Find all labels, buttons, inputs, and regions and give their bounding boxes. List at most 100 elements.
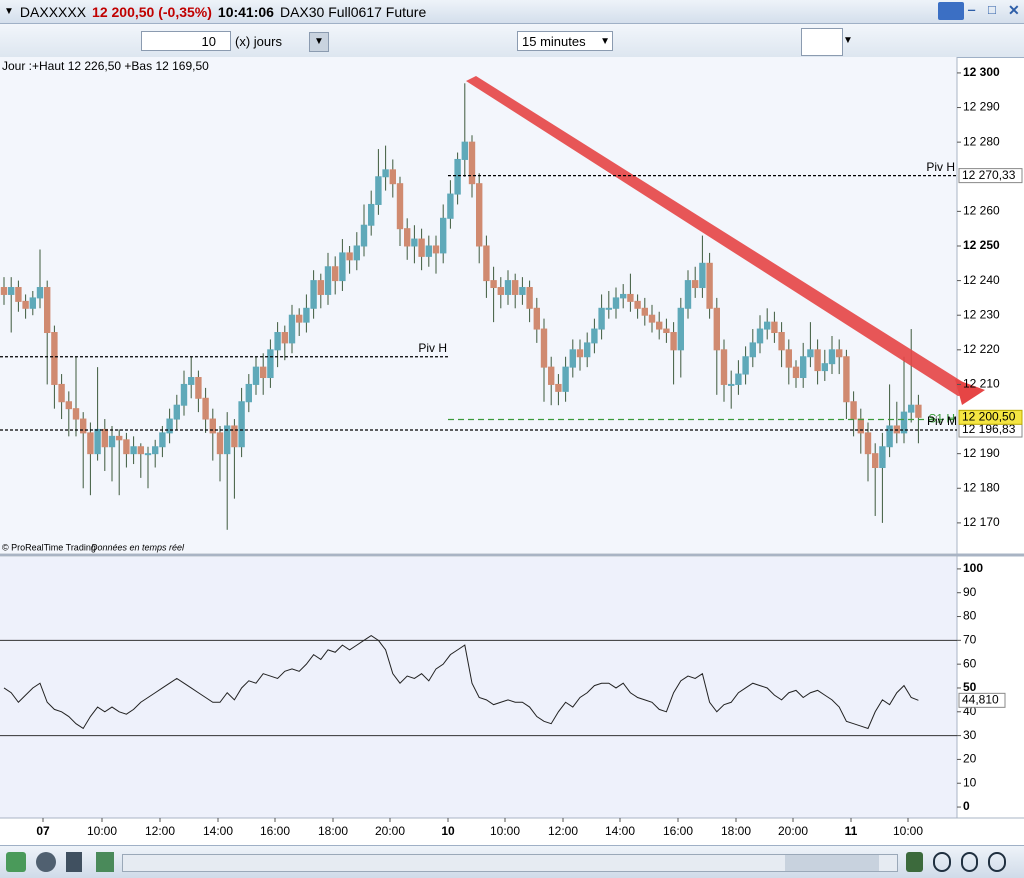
candle-body xyxy=(267,349,274,379)
tool-icon[interactable] xyxy=(66,852,82,872)
candle-body xyxy=(440,217,447,254)
indicator-button[interactable] xyxy=(801,28,843,56)
candle-body xyxy=(562,366,569,392)
x-tick-label: 10:00 xyxy=(87,824,117,838)
candle-body xyxy=(224,425,231,455)
candle-body xyxy=(634,300,641,309)
candle-body xyxy=(123,439,130,455)
candle-body xyxy=(735,373,742,385)
zoom-auto[interactable] xyxy=(933,852,951,872)
candle-body xyxy=(116,435,123,441)
indicator-dropdown[interactable]: ▼ xyxy=(843,35,853,46)
candle-body xyxy=(180,383,188,406)
candle-body xyxy=(591,328,598,344)
candle-body xyxy=(656,321,663,330)
candle-body xyxy=(540,328,548,368)
y-tick-label: 12 210 xyxy=(963,377,1000,391)
zoom-out[interactable] xyxy=(960,852,979,872)
time: 10:41:06 xyxy=(217,3,274,20)
candle-body xyxy=(742,356,749,375)
candle-body xyxy=(699,262,706,289)
x-tick-label: 18:00 xyxy=(721,824,751,838)
candle-body xyxy=(353,245,361,261)
candle-body xyxy=(555,383,562,392)
bottom-bar xyxy=(0,845,1024,878)
price-box-label: 12 196,83 xyxy=(962,422,1016,436)
candle-body xyxy=(533,307,540,330)
close-button[interactable]: ✕ xyxy=(1008,2,1020,18)
copyright: © ProRealTime Trading xyxy=(2,542,96,552)
interval-value: 15 minutes xyxy=(522,33,586,49)
rsi-panel xyxy=(0,557,957,818)
candle-body xyxy=(404,228,411,247)
candle-body xyxy=(569,349,576,368)
days-dropdown[interactable]: ▼ xyxy=(309,32,329,52)
candle-body xyxy=(339,252,346,282)
days-value: 10 xyxy=(201,33,216,49)
tool-icon[interactable] xyxy=(96,852,114,872)
x-tick-label: 10 xyxy=(441,824,455,838)
interval-select[interactable]: 15 minutes ▼ xyxy=(517,31,613,51)
menu-arrow[interactable]: ▼ xyxy=(4,6,14,17)
candle-body xyxy=(382,169,389,178)
candle-body xyxy=(504,280,512,295)
candle-body xyxy=(303,307,310,323)
zoom-in[interactable] xyxy=(988,852,1006,872)
candle-body xyxy=(22,300,29,309)
minimize-button[interactable]: ‒ xyxy=(968,2,976,17)
tool-icon[interactable] xyxy=(6,852,26,872)
candle-body xyxy=(245,383,253,403)
last-price-box xyxy=(958,409,1023,425)
candle-body xyxy=(231,425,238,448)
candle-body xyxy=(476,183,483,247)
candle-body xyxy=(807,349,814,358)
y-tick-label: 12 240 xyxy=(963,273,1000,287)
candle-body xyxy=(44,287,51,334)
candle-body xyxy=(296,314,303,323)
maximize-button[interactable]: □ xyxy=(988,2,996,17)
candle-body xyxy=(0,287,8,295)
tool-icon[interactable] xyxy=(36,852,56,872)
y-tick-label: 12 220 xyxy=(963,342,1000,356)
candle-body xyxy=(706,262,713,309)
candle-body xyxy=(94,428,101,455)
candle-body xyxy=(864,432,872,455)
candle-body xyxy=(684,280,692,309)
scrollbar[interactable] xyxy=(122,854,898,872)
y-tick-label: 100 xyxy=(963,561,983,575)
x-tick-label: 20:00 xyxy=(375,824,405,838)
candle-body xyxy=(843,356,850,403)
candle-body xyxy=(778,332,785,351)
candle-body xyxy=(8,287,15,295)
symbol[interactable]: DAXXXXX xyxy=(19,3,87,20)
days-input[interactable]: 10 xyxy=(141,31,231,51)
scroll-thumb[interactable] xyxy=(785,855,879,871)
zoom-tools xyxy=(906,852,1006,872)
candle-body xyxy=(612,297,620,309)
candle-body xyxy=(166,418,173,434)
rsi-line xyxy=(3,634,919,730)
price-panel xyxy=(0,57,957,553)
y-tick-label: 60 xyxy=(963,656,977,670)
candle-body xyxy=(728,383,735,386)
candle-body xyxy=(598,307,605,330)
candle-body xyxy=(756,328,764,344)
candle-body xyxy=(137,446,145,455)
candle-body xyxy=(468,141,476,185)
candle-body xyxy=(648,314,656,323)
zoom-fit[interactable] xyxy=(906,852,924,872)
candle-body xyxy=(447,193,454,219)
candle-body xyxy=(36,287,44,299)
price-box-label: 12 270,33 xyxy=(962,168,1016,182)
y-tick-label: 12 180 xyxy=(963,480,1000,494)
keyboard-button[interactable] xyxy=(938,2,964,20)
candle-body xyxy=(360,224,368,247)
candle-body xyxy=(389,169,397,185)
last-price-label: 12 200,50 xyxy=(962,409,1016,423)
candle-body xyxy=(396,183,404,230)
candle-body xyxy=(260,366,267,379)
candle-body xyxy=(58,383,65,403)
candle-body xyxy=(792,366,800,379)
candle-body xyxy=(324,266,332,295)
y-tick-label: 12 300 xyxy=(963,65,1000,79)
